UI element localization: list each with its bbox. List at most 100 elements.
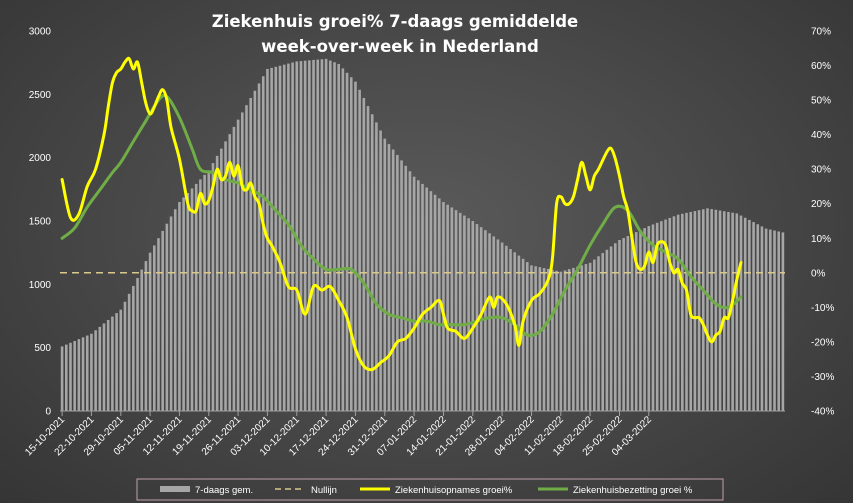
bar	[643, 228, 646, 411]
bar	[463, 215, 466, 411]
bar	[639, 230, 642, 411]
bar	[362, 97, 366, 411]
bar	[123, 301, 127, 411]
bar	[676, 214, 680, 411]
bar	[203, 174, 206, 411]
bar	[505, 245, 508, 411]
bar	[127, 293, 131, 411]
bar	[173, 209, 177, 411]
bar	[220, 148, 223, 411]
bar	[98, 326, 102, 411]
line-series	[60, 56, 785, 372]
bar	[748, 219, 751, 411]
y-left-tick-label: 0	[45, 407, 51, 418]
legend-label-bezetting: Ziekenhuisbezetting groei %	[573, 485, 693, 496]
bar	[760, 226, 764, 411]
bar	[651, 224, 655, 411]
bar	[563, 270, 567, 411]
bar	[672, 216, 676, 411]
y-right-tick-label: 50%	[811, 96, 831, 107]
legend-swatch-bars	[160, 486, 190, 492]
bar	[358, 89, 361, 411]
bar	[781, 232, 785, 411]
bar	[81, 337, 85, 411]
bar	[626, 236, 630, 411]
bar	[303, 60, 307, 412]
bar	[454, 210, 458, 411]
bar	[647, 226, 651, 411]
bar	[199, 179, 202, 411]
bar	[337, 63, 340, 412]
bar	[73, 340, 76, 411]
bar	[278, 65, 282, 412]
bar	[697, 210, 701, 411]
bar	[437, 198, 441, 411]
y-left-tick-label: 1000	[29, 280, 52, 291]
y-left-tick-label: 2500	[29, 90, 52, 101]
bar	[722, 211, 726, 411]
bar	[111, 316, 114, 411]
bar	[664, 219, 667, 411]
bar	[530, 265, 533, 411]
bar	[94, 330, 97, 411]
chart-title-line-1: Ziekenhuis groei% 7-daags gemiddelde	[212, 12, 579, 31]
bar	[509, 249, 512, 411]
bar	[245, 105, 248, 411]
opnames-line	[60, 56, 743, 372]
bar	[710, 209, 713, 411]
bar	[157, 238, 160, 411]
bar	[249, 97, 252, 411]
bar	[404, 165, 408, 411]
legend: 7-daags gem. Nullijn Ziekenhuisopnames g…	[136, 478, 724, 501]
bar	[400, 160, 403, 411]
bar	[731, 212, 734, 411]
bar	[349, 77, 353, 411]
bar	[215, 155, 219, 411]
y-right-tick-label: -30%	[811, 372, 834, 383]
bar	[630, 234, 634, 411]
bar	[517, 255, 521, 411]
bar	[366, 106, 370, 411]
bar	[77, 339, 81, 411]
bar	[270, 67, 273, 411]
y-right-tick-label: 20%	[811, 199, 831, 210]
bar	[681, 213, 684, 411]
bar	[417, 180, 420, 411]
bar	[316, 59, 320, 412]
bar	[442, 202, 445, 411]
bar	[194, 183, 198, 411]
bar	[567, 269, 571, 411]
bar	[693, 211, 697, 411]
bar	[559, 271, 563, 411]
bar	[605, 249, 609, 411]
bar	[211, 163, 215, 411]
bar	[186, 192, 190, 411]
bar	[261, 76, 265, 412]
y-left-tick-label: 2000	[29, 153, 52, 164]
bar	[467, 218, 470, 411]
bar	[60, 346, 64, 411]
legend-border	[136, 478, 724, 501]
bar	[102, 323, 106, 411]
y-left-tick-label: 3000	[29, 27, 52, 38]
bar	[354, 81, 357, 412]
bar	[132, 285, 135, 411]
bar	[534, 266, 537, 411]
bar	[551, 269, 554, 411]
bar	[597, 256, 600, 411]
bar	[333, 62, 336, 412]
bar	[324, 58, 328, 412]
bar	[370, 114, 374, 412]
bar	[743, 217, 747, 411]
bar	[341, 68, 345, 412]
y-left-tick-label: 500	[34, 343, 51, 354]
bar	[764, 228, 768, 411]
bar	[521, 258, 525, 411]
bar	[136, 278, 139, 411]
bar	[379, 130, 382, 411]
bar	[169, 216, 173, 411]
y-right-tick-label: -40%	[811, 407, 834, 418]
bar	[421, 183, 424, 411]
bar	[685, 212, 688, 411]
